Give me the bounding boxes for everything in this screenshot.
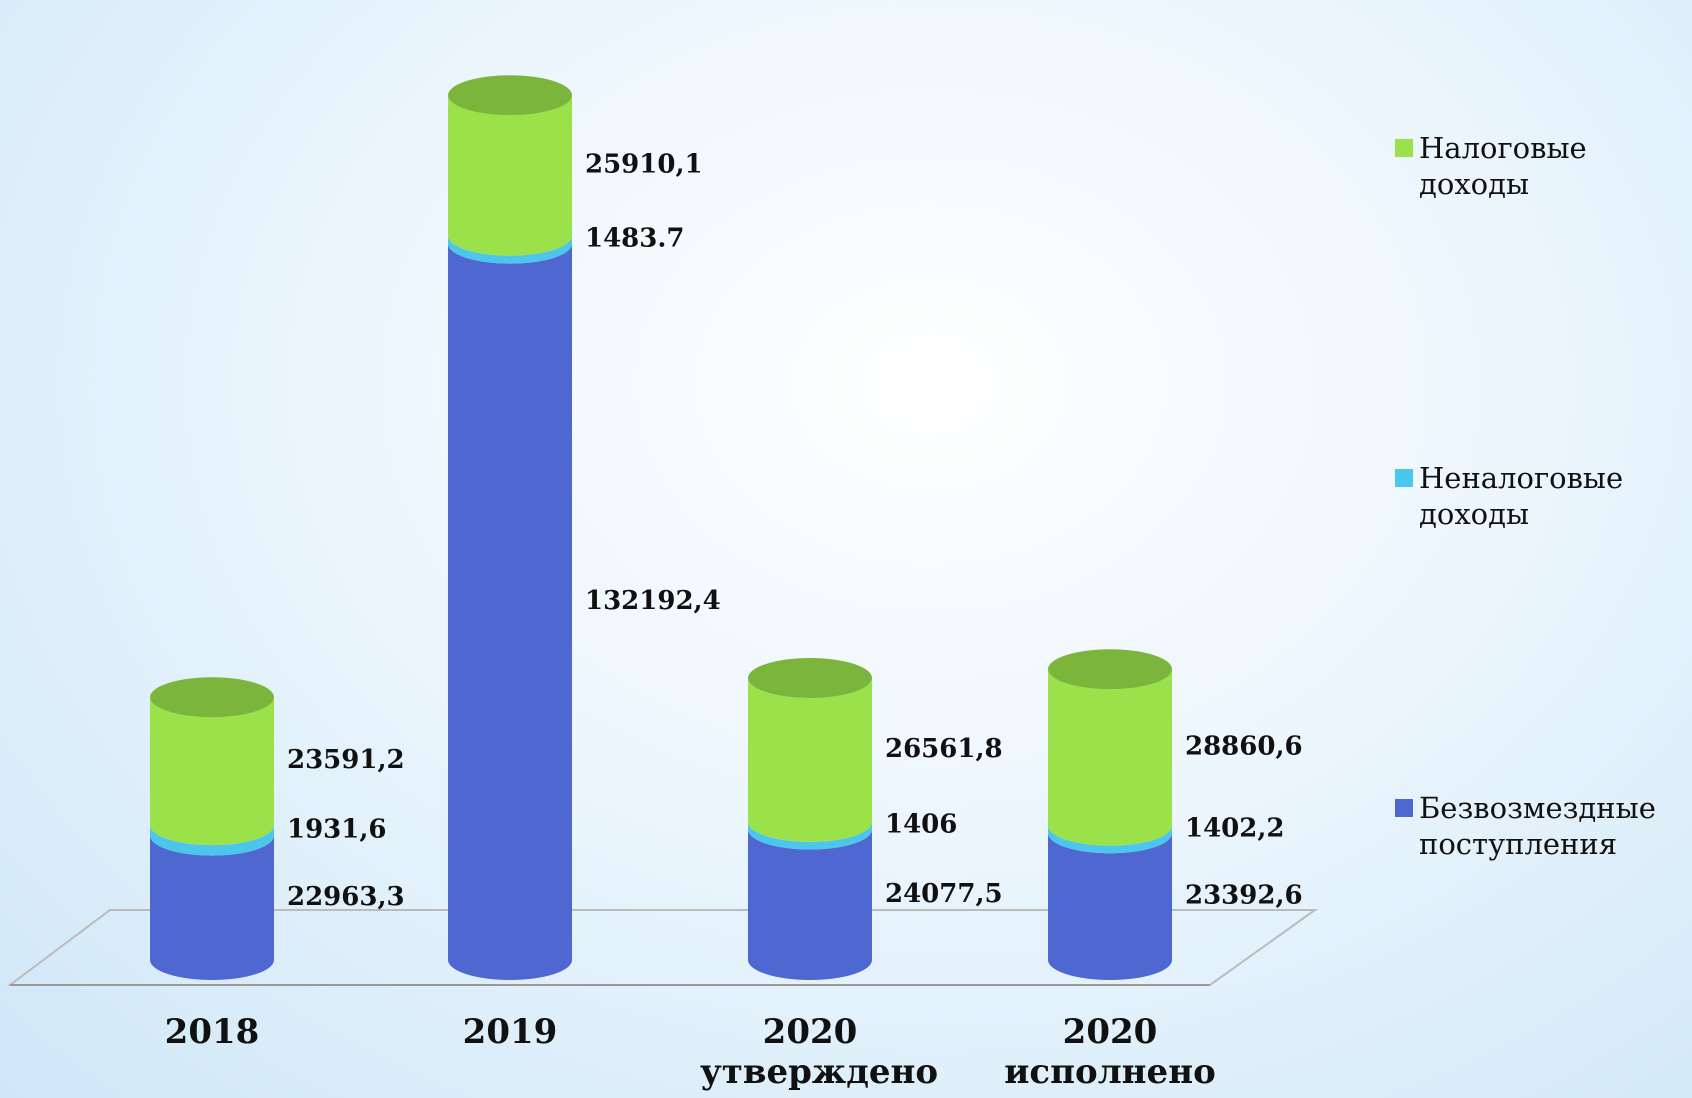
- cylinder-segment: [150, 835, 274, 980]
- cylinder-segment: [150, 697, 274, 846]
- cylinder-segment: [1048, 825, 1172, 854]
- cylinder-cap: [448, 75, 572, 116]
- cylinder-segment: [150, 825, 274, 856]
- cylinder-segment: [748, 677, 872, 842]
- legend-label: Безвозмездные поступления: [1419, 791, 1656, 861]
- legend-swatch: [1395, 799, 1413, 817]
- legend-item: Неналоговые доходы: [1395, 460, 1685, 532]
- value-label: 1931,6: [287, 814, 387, 844]
- cylinder-segment: [1048, 669, 1172, 846]
- cylinder-segment: [1048, 833, 1172, 980]
- cylinder-segment: [748, 829, 872, 980]
- cylinder-segment: [448, 243, 572, 980]
- legend-swatch: [1395, 139, 1413, 157]
- x-tick-label: 2018: [164, 1012, 260, 1052]
- legend-swatch: [1395, 469, 1413, 487]
- cylinder-cap: [1048, 649, 1172, 690]
- value-label: 1406: [885, 810, 957, 840]
- legend-item: Безвозмездные поступления: [1395, 790, 1685, 862]
- x-tick-label: 2019: [462, 1012, 558, 1052]
- value-label: 1483.7: [585, 224, 685, 254]
- cylinder-segment: [448, 95, 572, 256]
- legend-item: Налоговые доходы: [1395, 130, 1685, 202]
- cylinder-cap: [150, 677, 274, 718]
- value-label: 132192,4: [585, 586, 721, 616]
- value-label: 24077,5: [885, 879, 1003, 909]
- value-label: 23591,2: [287, 745, 405, 775]
- value-label: 28860,6: [1185, 731, 1303, 761]
- legend-label: Налоговые доходы: [1419, 131, 1587, 201]
- value-label: 23392,6: [1185, 881, 1303, 911]
- x-tick-label: 2020 исполнено: [1004, 1012, 1216, 1092]
- cylinder-cap: [748, 657, 872, 698]
- value-label: 1402,2: [1185, 813, 1285, 843]
- value-label: 25910,1: [585, 149, 703, 179]
- legend-label: Неналоговые доходы: [1419, 461, 1624, 531]
- cylinder-segment: [448, 235, 572, 264]
- cylinder-segment: [748, 821, 872, 850]
- value-label: 26561,8: [885, 734, 1003, 764]
- x-tick-label: 2020 утверждено: [700, 1012, 939, 1092]
- value-label: 22963,3: [287, 882, 405, 912]
